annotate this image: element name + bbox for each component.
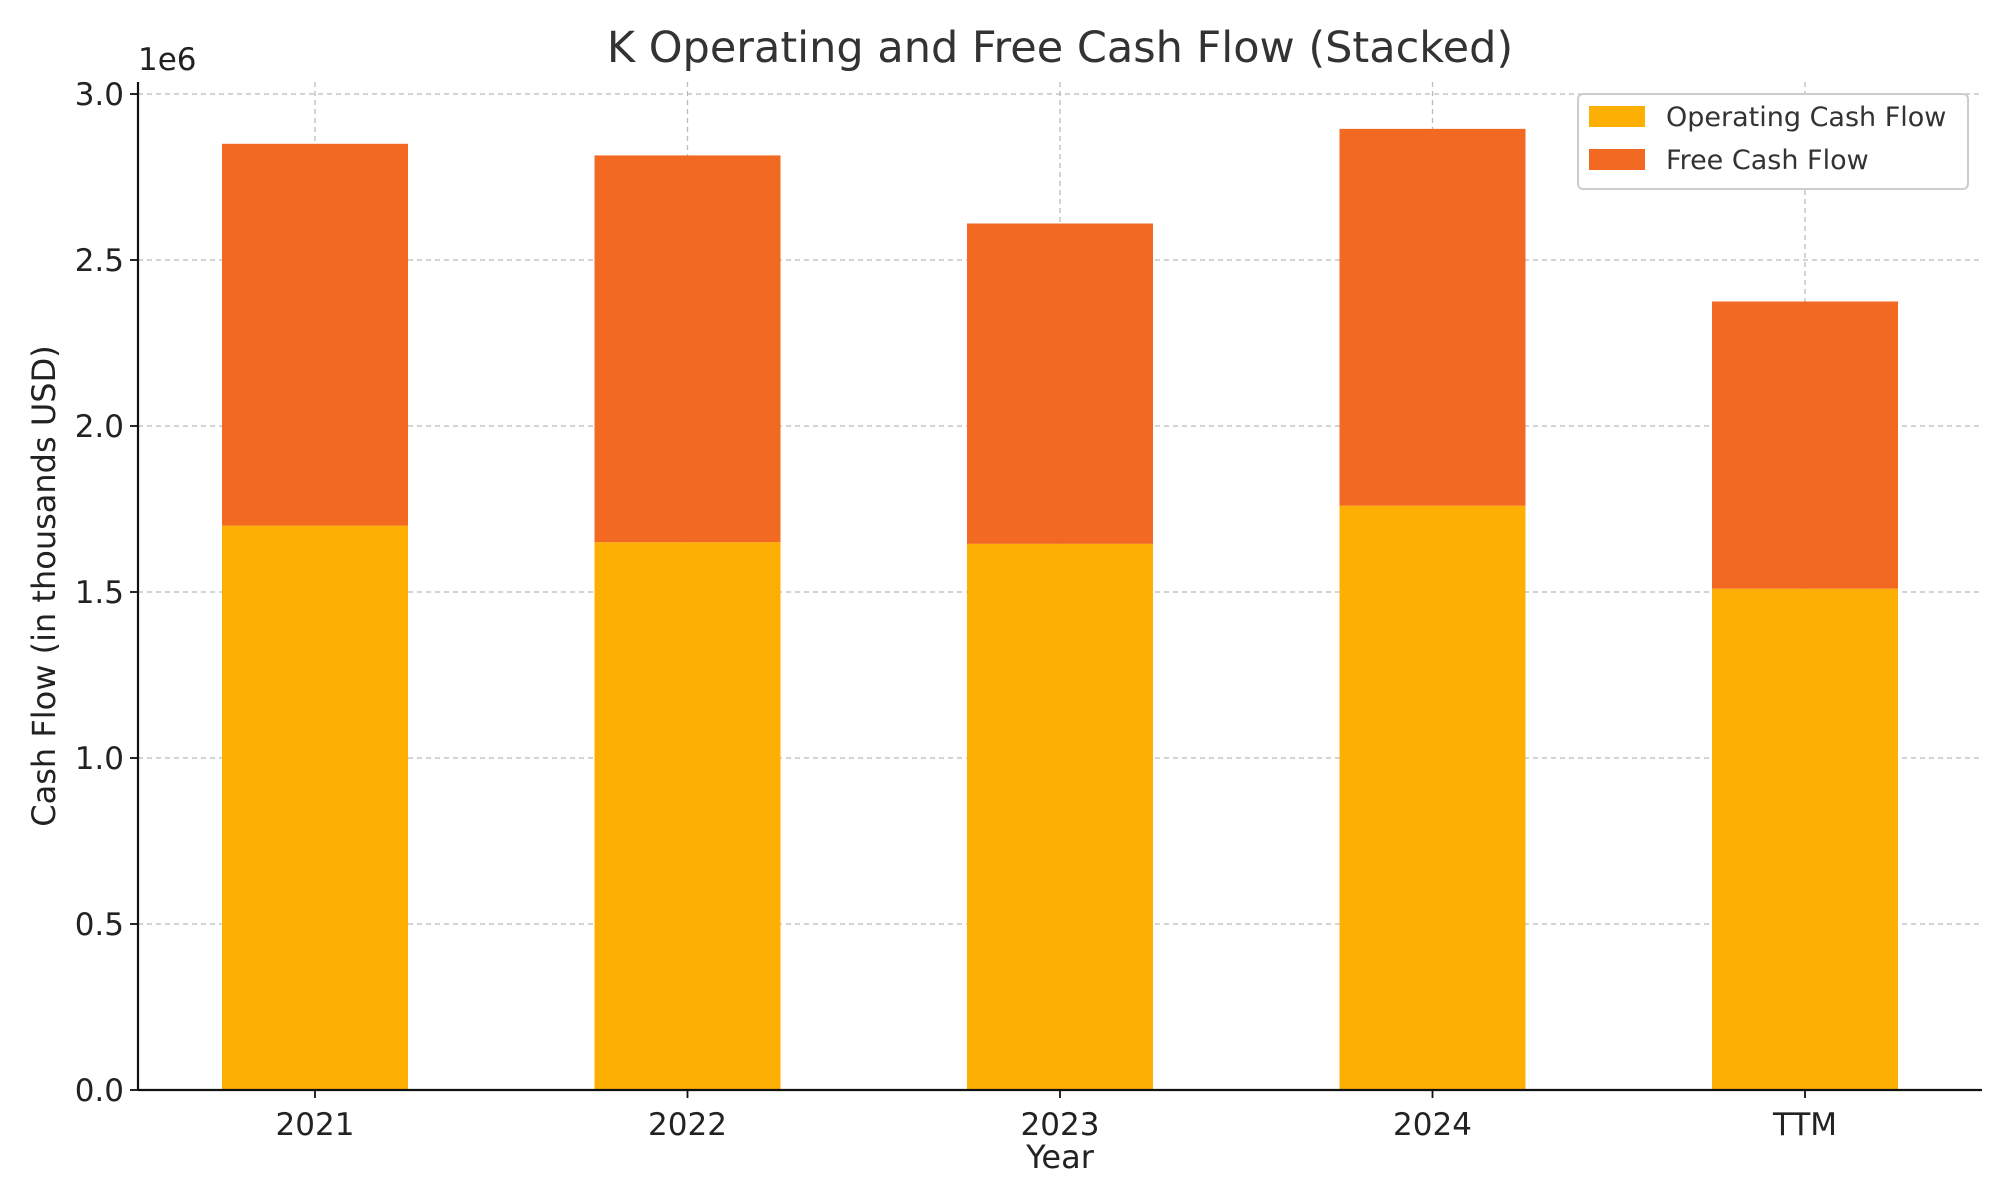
x-tick-label: 2024 bbox=[1393, 1107, 1472, 1143]
ticks-layer: 0.0 0.5 1.0 1.5 2.0 2.5 3.0 2021 2022 2023 2024 TTM bbox=[75, 77, 1837, 1143]
bars-layer bbox=[222, 128, 1898, 1090]
x-tick-label: TTM bbox=[1772, 1107, 1837, 1143]
y-tick-label: 1.0 bbox=[75, 741, 124, 777]
legend: Operating Cash Flow Free Cash Flow bbox=[1577, 93, 1969, 190]
bar-free-cash-flow bbox=[594, 155, 781, 543]
y-tick-label: 1.5 bbox=[75, 575, 124, 611]
bar-free-cash-flow bbox=[1712, 301, 1898, 589]
x-tick-label: 2022 bbox=[648, 1107, 727, 1143]
bar-operating-cash-flow bbox=[594, 542, 781, 1090]
bar-free-cash-flow bbox=[1339, 128, 1526, 506]
y-tick-label: 2.0 bbox=[75, 409, 124, 445]
bar-free-cash-flow bbox=[967, 223, 1153, 544]
chart-title: K Operating and Free Cash Flow (Stacked) bbox=[607, 23, 1513, 73]
y-tick-label: 0.0 bbox=[75, 1073, 124, 1109]
legend-label-operating-cash-flow: Operating Cash Flow bbox=[1666, 102, 1946, 133]
y-tick-label: 0.5 bbox=[75, 907, 124, 943]
bar-operating-cash-flow bbox=[1339, 505, 1526, 1090]
legend-label-free-cash-flow: Free Cash Flow bbox=[1666, 145, 1869, 176]
bar-free-cash-flow bbox=[222, 143, 408, 526]
legend-swatch-operating-cash-flow bbox=[1589, 106, 1645, 127]
legend-swatch-free-cash-flow bbox=[1589, 149, 1645, 170]
bar-operating-cash-flow bbox=[967, 543, 1153, 1090]
y-axis-scale-label: 1e6 bbox=[138, 42, 197, 78]
bar-operating-cash-flow bbox=[1712, 588, 1898, 1090]
y-axis-title: Cash Flow (in thousands USD) bbox=[25, 345, 63, 826]
bar-operating-cash-flow bbox=[222, 525, 408, 1090]
x-axis-title: Year bbox=[1025, 1138, 1095, 1176]
y-tick-label: 2.5 bbox=[75, 243, 124, 279]
y-tick-label: 3.0 bbox=[75, 77, 124, 113]
x-tick-label: 2023 bbox=[1021, 1107, 1100, 1143]
legend-frame bbox=[1577, 93, 1969, 190]
x-tick-label: 2021 bbox=[276, 1107, 355, 1143]
